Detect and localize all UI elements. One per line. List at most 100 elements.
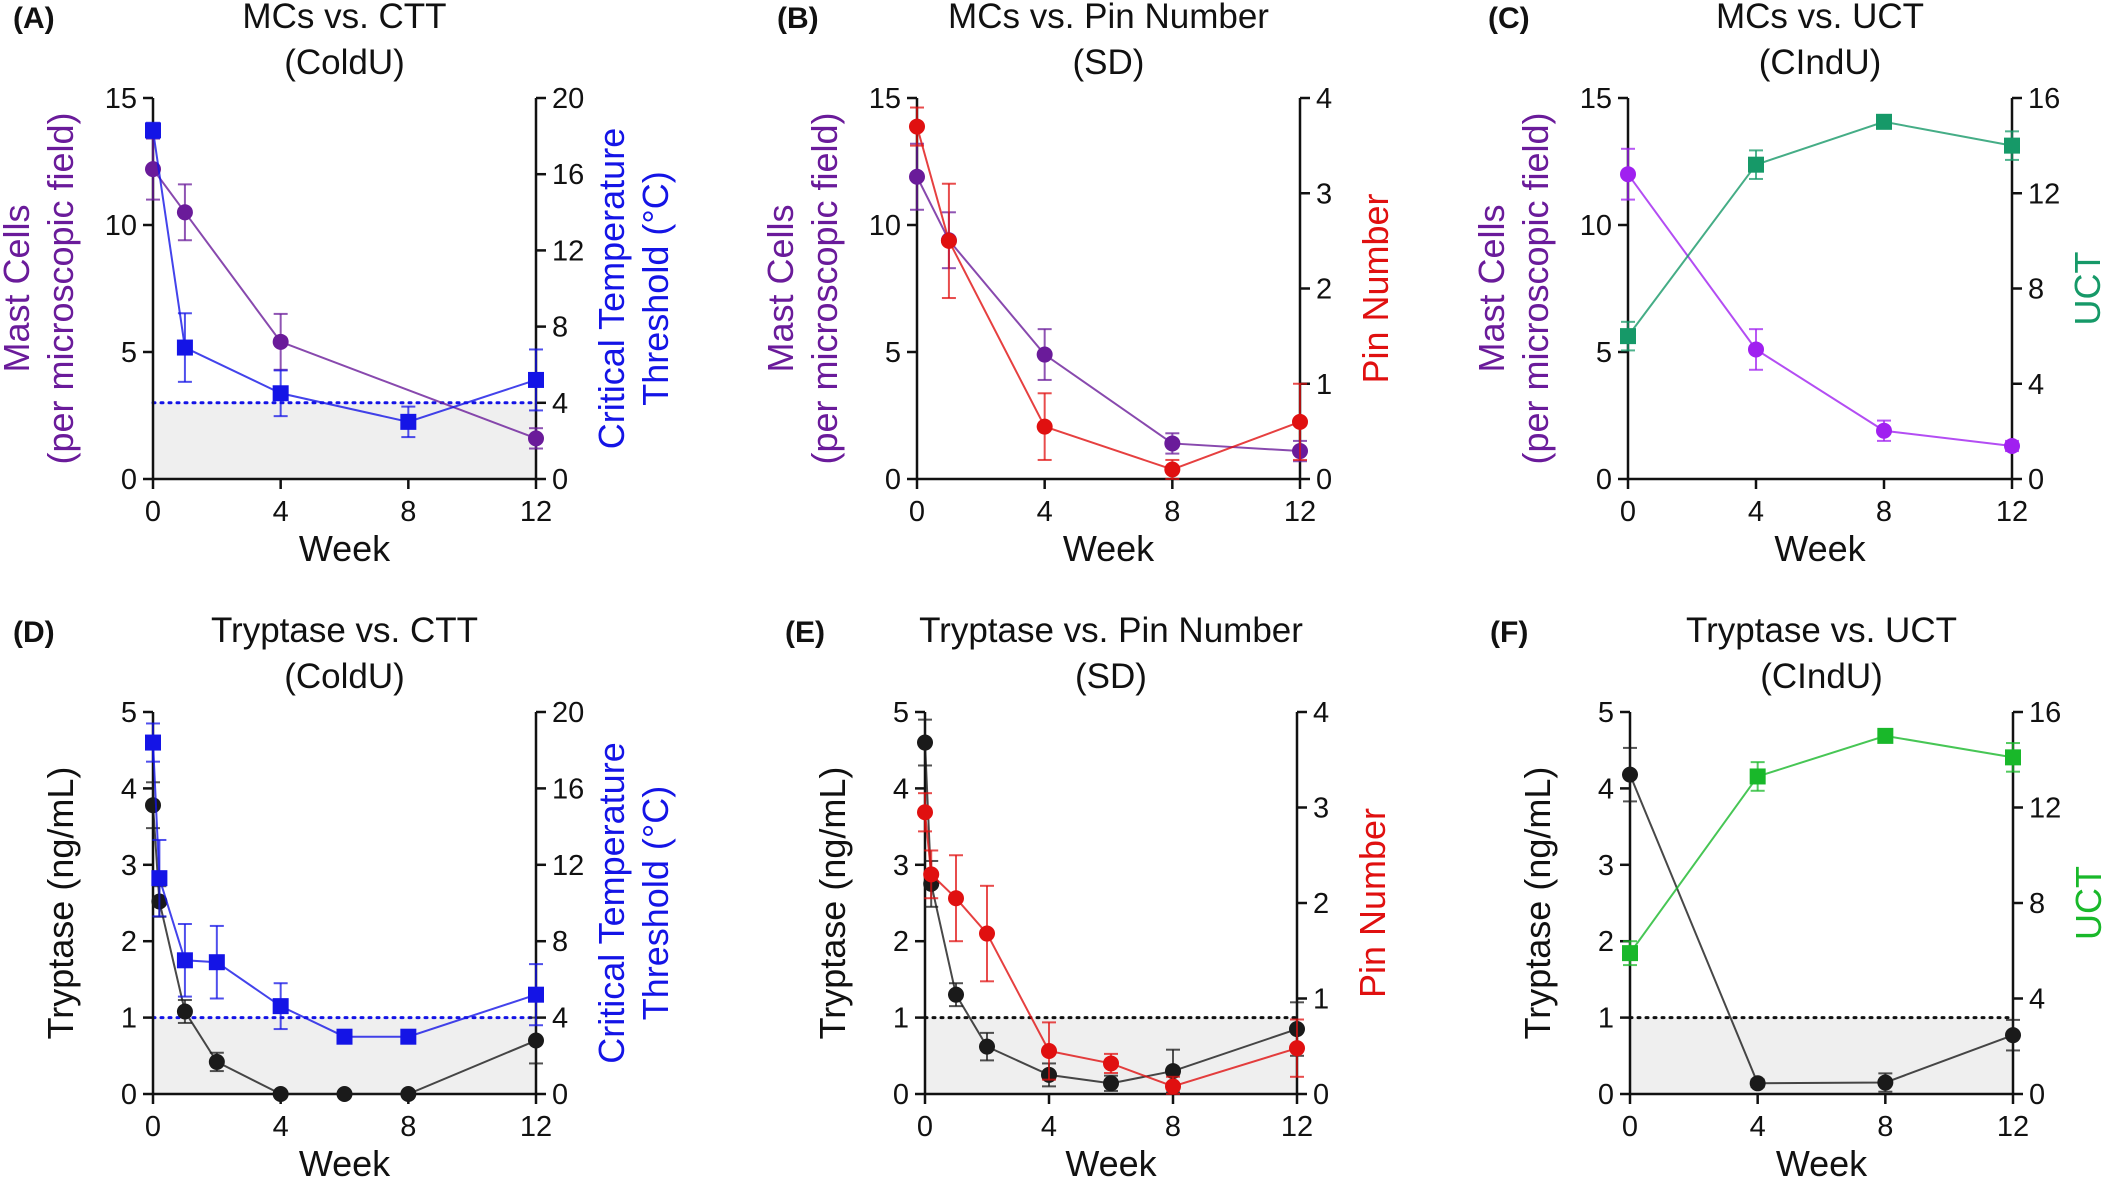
x-tick-label: 8 xyxy=(1877,1111,1893,1143)
threshold-band xyxy=(153,402,536,479)
x-tick-label: 8 xyxy=(1876,496,1892,528)
x-tick-label: 0 xyxy=(1622,1111,1638,1143)
left-tick-label: 3 xyxy=(893,850,909,882)
data-point xyxy=(336,1028,353,1045)
data-point xyxy=(923,866,940,883)
series-2 xyxy=(917,792,1305,1095)
x-axis-label: Week xyxy=(1063,528,1155,569)
threshold-band xyxy=(1630,1017,2013,1094)
left-tick-label: 5 xyxy=(121,337,137,369)
left-tick-label: 0 xyxy=(121,1079,137,1111)
data-point xyxy=(1620,166,1636,183)
data-point xyxy=(528,371,544,388)
left-axis-label: Mast Cells xyxy=(0,204,37,372)
right-tick-label: 16 xyxy=(2029,697,2061,729)
left-axis-label: (per microscopic field) xyxy=(40,112,81,464)
chart-title-line: (ColdU) xyxy=(284,43,405,82)
data-point xyxy=(145,161,161,178)
left-tick-label: 15 xyxy=(105,83,137,115)
right-tick-label: 0 xyxy=(2028,464,2044,496)
left-tick-label: 0 xyxy=(893,1079,909,1111)
left-tick-label: 0 xyxy=(121,464,137,496)
data-point xyxy=(1620,328,1636,345)
data-point xyxy=(1749,1075,1766,1092)
right-axis-label: UCT xyxy=(2068,866,2109,940)
series-line xyxy=(1629,734,2014,954)
data-point xyxy=(145,797,161,814)
chart-title-line: MCs vs. Pin Number xyxy=(948,0,1269,36)
right-tick-label: 0 xyxy=(2029,1079,2045,1111)
data-point xyxy=(272,998,289,1015)
left-tick-label: 0 xyxy=(1598,1079,1614,1111)
panel-letter: (E) xyxy=(785,616,825,649)
right-tick-label: 0 xyxy=(1316,464,1332,496)
data-point xyxy=(528,1032,544,1049)
data-point xyxy=(1622,766,1638,783)
right-tick-label: 12 xyxy=(2028,178,2060,210)
right-axis-label: Critical Temperature xyxy=(591,128,632,449)
x-tick-label: 0 xyxy=(145,496,161,528)
right-tick-label: 1 xyxy=(1316,369,1332,401)
right-tick-label: 8 xyxy=(552,926,568,958)
left-axis-label: Tryptase (ng/mL) xyxy=(812,767,853,1040)
data-point xyxy=(272,333,289,350)
data-point xyxy=(948,890,964,907)
data-point xyxy=(176,204,193,221)
data-point xyxy=(909,168,925,185)
data-point xyxy=(1748,156,1764,173)
data-point xyxy=(400,413,417,430)
series-line xyxy=(924,742,1298,1085)
left-tick-label: 4 xyxy=(121,773,137,805)
right-tick-label: 20 xyxy=(552,697,584,729)
chart-title-line: Tryptase vs. UCT xyxy=(1686,611,1957,650)
left-axis-label: Tryptase (ng/mL) xyxy=(40,767,81,1040)
left-tick-label: 1 xyxy=(121,1003,137,1035)
left-tick-label: 10 xyxy=(1580,210,1612,242)
right-tick-label: 4 xyxy=(552,1003,568,1035)
data-point xyxy=(400,1028,417,1045)
series-line xyxy=(1627,120,2013,337)
series-line xyxy=(1627,173,2013,447)
left-tick-label: 5 xyxy=(1598,697,1614,729)
right-axis-label: Pin Number xyxy=(1352,808,1393,998)
data-point xyxy=(979,925,995,942)
data-point xyxy=(1876,113,1892,130)
x-tick-label: 4 xyxy=(1037,496,1053,528)
data-point xyxy=(400,1086,417,1102)
x-tick-label: 4 xyxy=(273,1111,289,1143)
x-tick-label: 8 xyxy=(400,496,416,528)
chart-title-line: (ColdU) xyxy=(284,657,405,696)
chart-title-line: (SD) xyxy=(1073,43,1145,82)
right-tick-label: 8 xyxy=(2028,274,2044,306)
right-tick-label: 0 xyxy=(552,464,568,496)
x-tick-label: 4 xyxy=(273,496,289,528)
data-point xyxy=(979,1038,995,1055)
x-tick-label: 12 xyxy=(1996,496,2028,528)
right-tick-label: 20 xyxy=(552,83,584,115)
series-2 xyxy=(145,121,544,439)
series-line xyxy=(1629,774,2014,1085)
data-point xyxy=(336,1086,353,1102)
x-axis-label: Week xyxy=(299,528,391,569)
x-tick-label: 0 xyxy=(1620,496,1636,528)
data-point xyxy=(176,339,193,356)
data-point xyxy=(909,118,925,135)
series-line xyxy=(152,168,537,440)
panel-letter: (C) xyxy=(1488,2,1530,35)
left-axis-label: Mast Cells xyxy=(1471,204,1512,372)
data-point xyxy=(1041,1043,1057,1060)
data-point xyxy=(1877,727,1894,744)
series-2 xyxy=(145,722,544,1045)
chart-title-line: (CIndU) xyxy=(1760,657,1883,696)
x-tick-label: 0 xyxy=(909,496,925,528)
chart-title-line: Tryptase vs. Pin Number xyxy=(919,611,1303,650)
x-tick-label: 4 xyxy=(1748,496,1764,528)
left-tick-label: 10 xyxy=(105,210,137,242)
left-tick-label: 0 xyxy=(885,464,901,496)
left-tick-label: 1 xyxy=(1598,1003,1614,1035)
series-2 xyxy=(1620,113,2020,352)
